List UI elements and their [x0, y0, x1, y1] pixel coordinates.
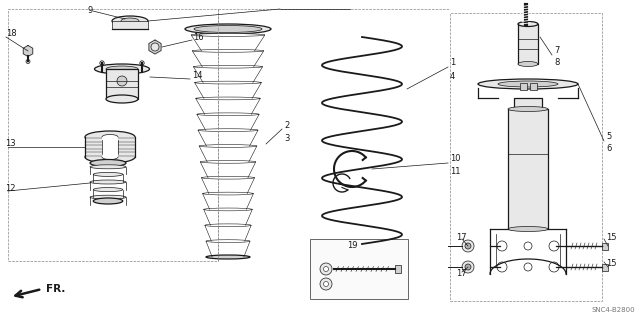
Ellipse shape	[518, 62, 538, 66]
Ellipse shape	[93, 188, 123, 192]
Ellipse shape	[205, 224, 251, 227]
Circle shape	[549, 262, 559, 272]
Ellipse shape	[194, 26, 262, 33]
Circle shape	[524, 263, 532, 271]
Text: 16: 16	[193, 33, 204, 41]
Circle shape	[117, 76, 127, 86]
Ellipse shape	[85, 151, 135, 163]
Circle shape	[497, 262, 507, 272]
Ellipse shape	[192, 49, 264, 52]
Bar	[102, 137, 118, 157]
Ellipse shape	[508, 226, 548, 232]
Bar	[602, 263, 608, 271]
Ellipse shape	[206, 255, 250, 259]
Ellipse shape	[193, 65, 262, 68]
Ellipse shape	[95, 64, 150, 74]
Text: 7: 7	[554, 47, 559, 56]
Ellipse shape	[93, 172, 123, 176]
Ellipse shape	[185, 24, 271, 34]
Ellipse shape	[204, 208, 252, 211]
Circle shape	[524, 242, 532, 250]
Bar	[602, 242, 608, 249]
Text: 3: 3	[284, 135, 289, 144]
Circle shape	[320, 263, 332, 275]
Ellipse shape	[198, 129, 258, 131]
Text: 17: 17	[456, 233, 467, 241]
Text: 14: 14	[192, 71, 202, 80]
Ellipse shape	[191, 33, 265, 36]
Ellipse shape	[102, 135, 118, 139]
Bar	[520, 83, 527, 90]
Ellipse shape	[85, 131, 135, 143]
Ellipse shape	[106, 66, 138, 72]
Circle shape	[462, 261, 474, 273]
Ellipse shape	[106, 95, 138, 103]
Text: FR.: FR.	[46, 284, 65, 294]
Ellipse shape	[90, 195, 126, 199]
Ellipse shape	[498, 81, 558, 87]
Bar	[85, 137, 135, 157]
Circle shape	[465, 243, 471, 249]
Bar	[310, 239, 408, 299]
Bar	[514, 98, 542, 197]
Circle shape	[320, 278, 332, 290]
Ellipse shape	[121, 18, 139, 24]
Circle shape	[323, 266, 328, 271]
Bar	[530, 83, 537, 90]
Bar	[106, 69, 138, 99]
Ellipse shape	[478, 79, 578, 89]
Ellipse shape	[200, 160, 256, 163]
Text: 12: 12	[5, 184, 15, 194]
Ellipse shape	[197, 113, 259, 116]
Circle shape	[140, 61, 144, 65]
Bar	[395, 265, 401, 273]
Ellipse shape	[508, 107, 548, 112]
Circle shape	[549, 241, 559, 251]
Ellipse shape	[102, 154, 118, 160]
Text: 5: 5	[606, 132, 611, 142]
Ellipse shape	[112, 16, 148, 26]
Ellipse shape	[90, 165, 126, 169]
Polygon shape	[23, 46, 33, 56]
Text: 11: 11	[450, 167, 461, 176]
Text: 17: 17	[456, 270, 467, 278]
Text: 18: 18	[6, 28, 17, 38]
Circle shape	[151, 43, 159, 51]
Polygon shape	[149, 40, 161, 54]
Bar	[508, 109, 548, 229]
Circle shape	[323, 281, 328, 286]
Bar	[112, 21, 148, 29]
Circle shape	[100, 61, 104, 65]
Circle shape	[462, 240, 474, 252]
Ellipse shape	[90, 160, 126, 167]
Circle shape	[465, 264, 471, 270]
Text: 15: 15	[606, 259, 616, 269]
Bar	[518, 24, 538, 64]
Bar	[8, 9, 218, 261]
Ellipse shape	[195, 81, 261, 84]
Text: 8: 8	[554, 58, 559, 68]
Text: 13: 13	[5, 139, 15, 149]
Circle shape	[26, 60, 30, 63]
Ellipse shape	[518, 21, 538, 26]
Ellipse shape	[90, 180, 126, 184]
Text: 4: 4	[450, 72, 455, 81]
Text: 9: 9	[88, 6, 93, 16]
Ellipse shape	[196, 97, 260, 100]
Text: 10: 10	[450, 154, 461, 164]
Ellipse shape	[93, 198, 123, 204]
Text: 6: 6	[606, 145, 611, 153]
Bar	[450, 13, 602, 301]
Ellipse shape	[202, 176, 255, 179]
Text: 1: 1	[450, 58, 455, 68]
Ellipse shape	[199, 145, 257, 147]
Text: 19: 19	[347, 241, 357, 249]
Text: 2: 2	[284, 122, 289, 130]
Ellipse shape	[203, 192, 253, 195]
Text: SNC4-B2800: SNC4-B2800	[591, 307, 635, 313]
Text: 15: 15	[606, 233, 616, 241]
Circle shape	[497, 241, 507, 251]
Ellipse shape	[206, 240, 250, 242]
